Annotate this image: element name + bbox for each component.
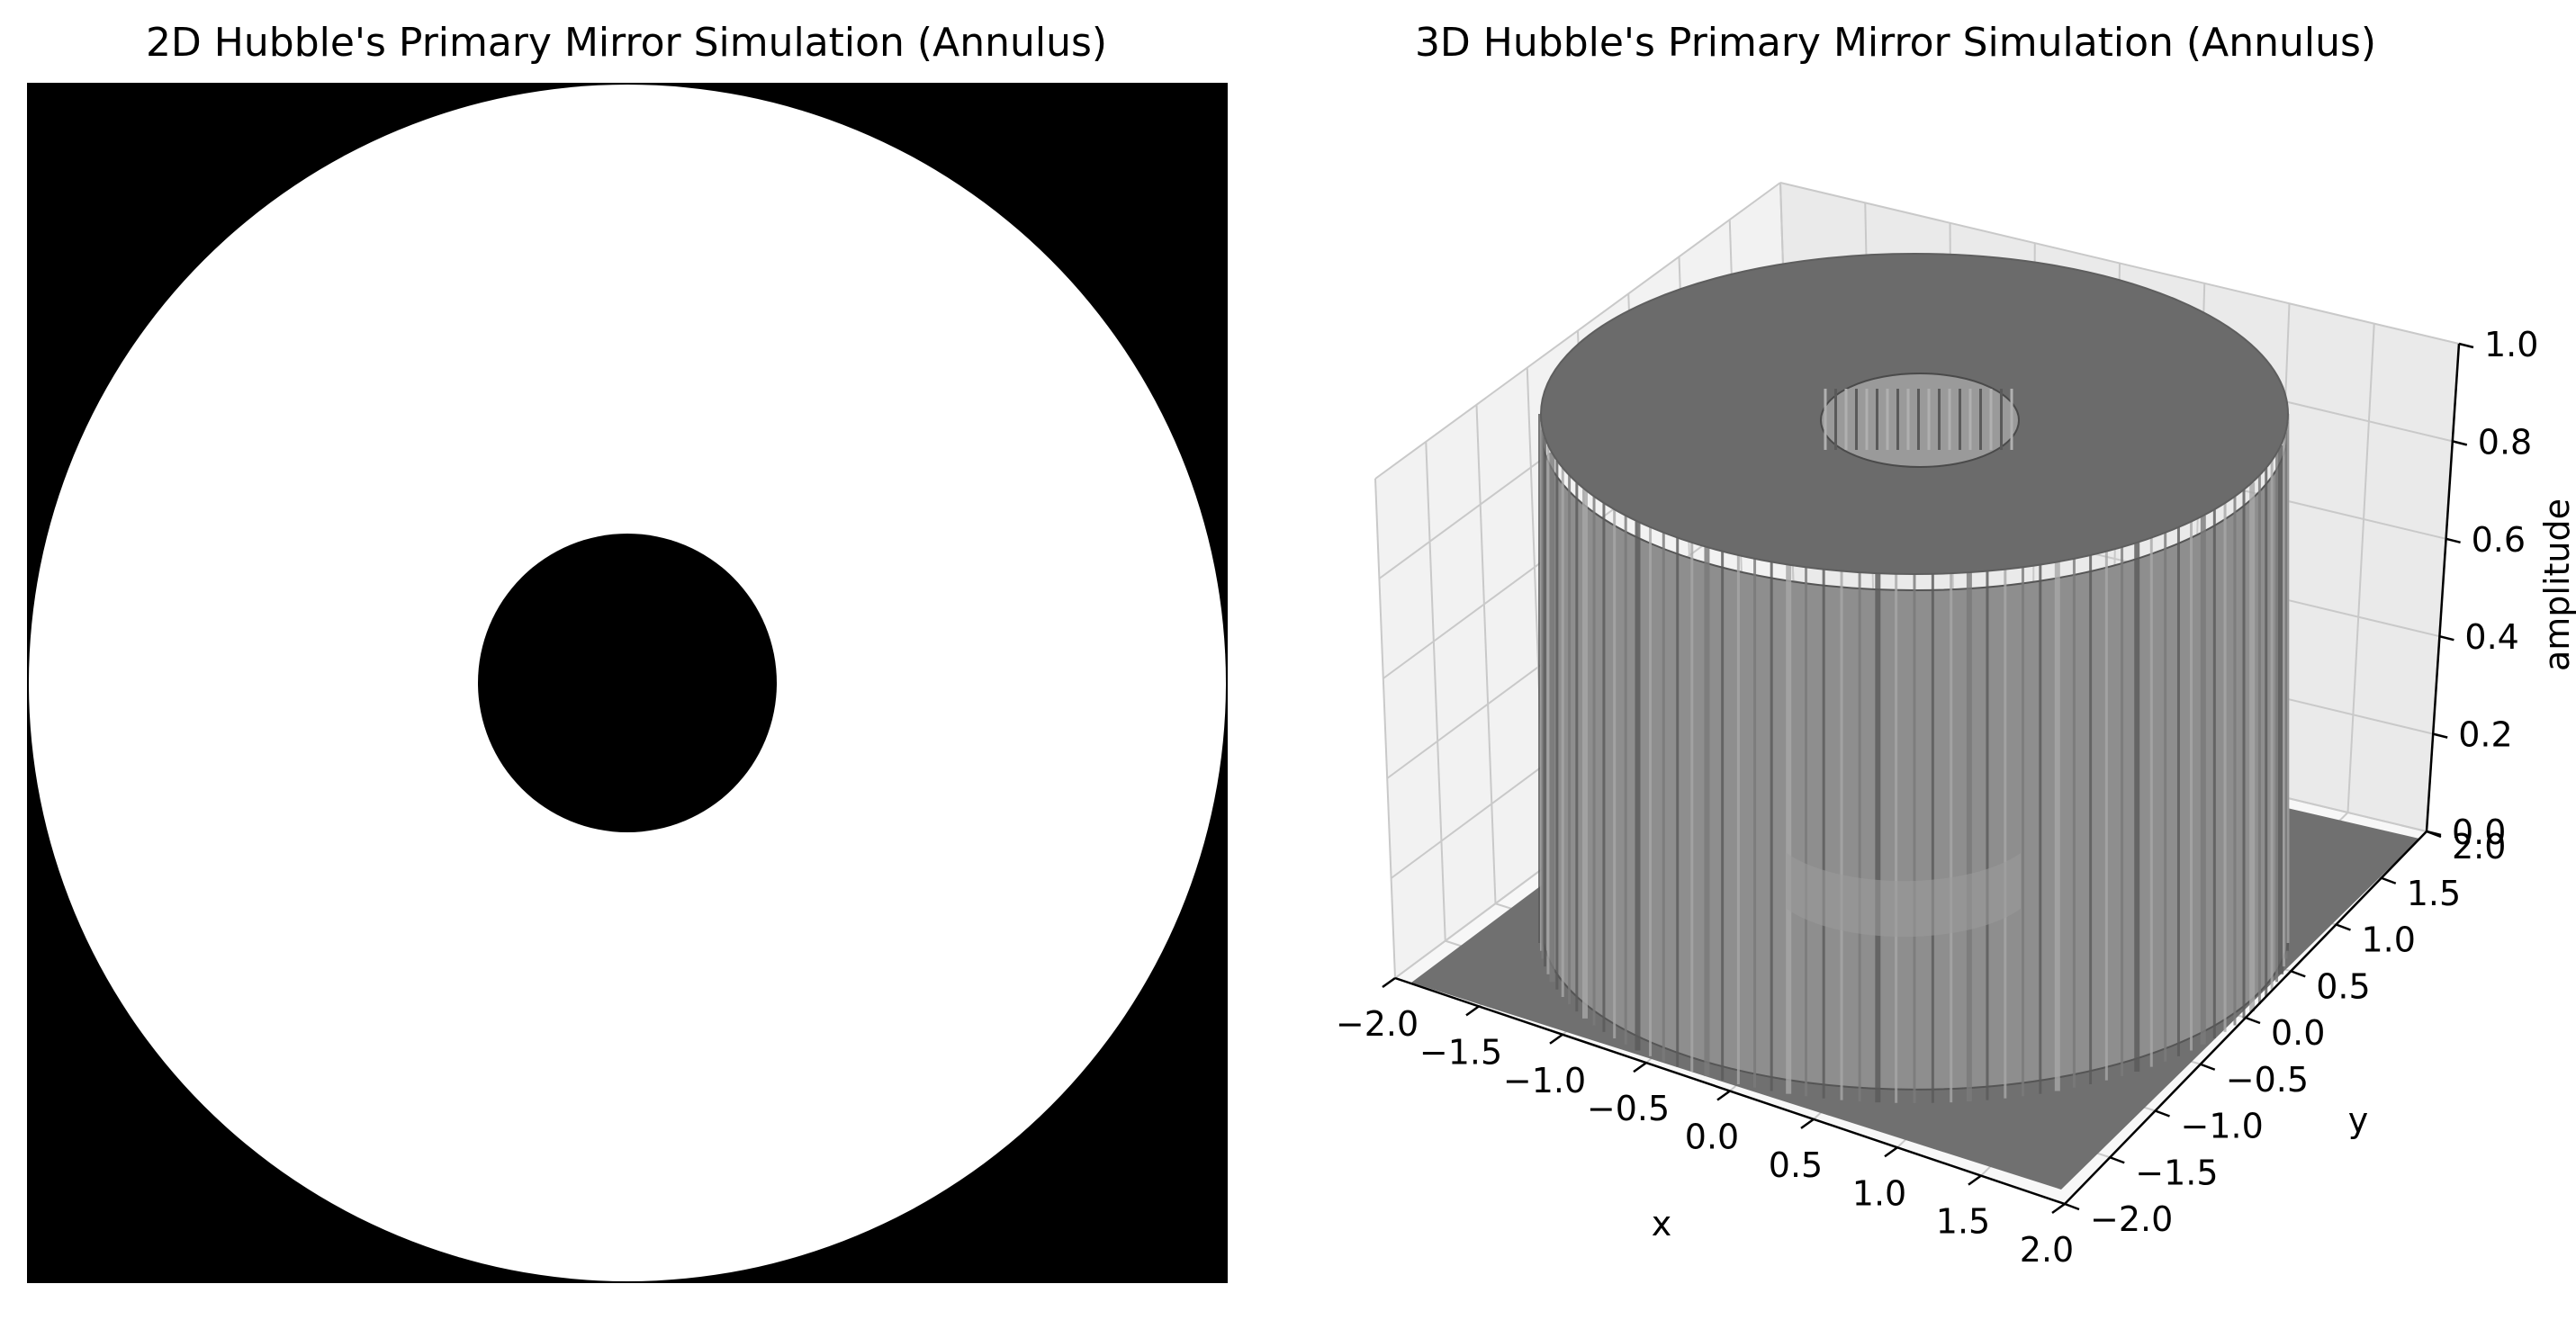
z-tick-mark-0: [2426, 830, 2442, 837]
x-tick-label-7: 1.5: [1936, 1202, 1990, 1242]
y-tick-label-2: −1.0: [2181, 1107, 2264, 1146]
z-tick-label-3: 0.6: [2472, 520, 2526, 560]
y-tick-mark-0: [2064, 1202, 2080, 1211]
x-tick-mark-5: [1800, 1118, 1815, 1129]
z-axis-line: [2425, 343, 2461, 832]
hole-stripes: [1824, 389, 2013, 450]
x-tick-label-3: −0.5: [1587, 1089, 1670, 1128]
grid-y-wall-0: [1374, 478, 1396, 979]
title-2d: 2D Hubble's Primary Mirror Simulation (A…: [146, 20, 1107, 66]
y-tick-label-1: −1.5: [2135, 1153, 2218, 1192]
y-tick-label-8: 2.0: [2452, 827, 2506, 867]
y-tick-mark-4: [2245, 1016, 2261, 1025]
z-tick-label-0: 0.0: [2452, 813, 2506, 852]
title-3d: 3D Hubble's Primary Mirror Simulation (A…: [1415, 20, 2376, 66]
panel-2d: 2D Hubble's Primary Mirror Simulation (A…: [27, 20, 1228, 1283]
y-tick-mark-1: [2109, 1156, 2125, 1164]
x-tick-mark-6: [1884, 1146, 1898, 1158]
y-tick-mark-5: [2290, 970, 2306, 978]
grid-y-wall-2: [1475, 404, 1497, 904]
x-tick-label-6: 1.0: [1852, 1173, 1906, 1213]
panel-3d: 3D Hubble's Primary Mirror Simulation (A…: [1336, 20, 2576, 1270]
y-tick-label-4: 0.0: [2271, 1013, 2325, 1053]
z-tick-mark-2: [2439, 634, 2454, 642]
x-ticks: −2.0−1.5−1.0−0.5 0.0 0.5 1.0 1.5 2.0: [1336, 976, 2074, 1270]
annulus-inner-hole: [478, 534, 777, 832]
inner-floor-glimpse: [1787, 853, 2021, 938]
y-tick-label-7: 1.5: [2407, 874, 2461, 913]
y-tick-mark-6: [2336, 923, 2351, 931]
y-axis-label: y: [2348, 1100, 2369, 1140]
x-tick-label-8: 2.0: [2020, 1230, 2074, 1270]
x-tick-mark-7: [1968, 1174, 1982, 1186]
z-tick-mark-1: [2432, 732, 2448, 739]
z-tick-label-1: 0.2: [2458, 715, 2512, 755]
z-ticks: 0.0 0.2 0.4 0.6 0.8 1.0: [2426, 325, 2538, 852]
x-tick-mark-0: [1382, 976, 1396, 989]
wall-stripes: [1538, 414, 2290, 1103]
grid-z-left-5: [1374, 182, 1781, 480]
z-tick-label-5: 1.0: [2484, 325, 2538, 364]
z-tick-label-2: 0.4: [2464, 617, 2518, 657]
x-tick-mark-4: [1716, 1090, 1731, 1101]
z-tick-mark-5: [2458, 342, 2474, 349]
x-tick-mark-3: [1633, 1062, 1647, 1073]
x-tick-mark-1: [1465, 1005, 1480, 1017]
z-axis-label: amplitude: [2537, 498, 2576, 671]
y-tick-label-5: 0.5: [2316, 966, 2370, 1006]
x-tick-label-1: −1.5: [1419, 1032, 1502, 1072]
y-tick-label-0: −2.0: [2090, 1199, 2173, 1239]
grid-y-wall-1: [1425, 441, 1446, 941]
y-tick-label-6: 1.0: [2362, 920, 2416, 960]
grid-z-right-5: [1779, 182, 2460, 345]
x-tick-mark-2: [1549, 1033, 1563, 1045]
y-tick-mark-7: [2381, 876, 2397, 885]
x-tick-mark-8: [2051, 1202, 2066, 1215]
x-tick-label-5: 0.5: [1769, 1145, 1823, 1185]
y-tick-mark-3: [2200, 1063, 2216, 1071]
grid-x-wall-7: [2346, 323, 2375, 813]
z-tick-label-4: 0.8: [2478, 422, 2532, 462]
y-ticks: −2.0 −1.5 −1.0 −0.5 0.0 0.5 1.0 1.5 2.0: [2064, 827, 2506, 1239]
x-tick-label-0: −2.0: [1336, 1004, 1419, 1044]
x-tick-label-4: 0.0: [1685, 1118, 1739, 1157]
x-tick-label-2: −1.0: [1503, 1061, 1586, 1100]
z-tick-mark-4: [2452, 440, 2468, 446]
y-tick-label-3: −0.5: [2226, 1060, 2309, 1100]
y-tick-mark-2: [2155, 1109, 2170, 1118]
z-tick-mark-3: [2445, 537, 2461, 544]
x-axis-label: x: [1652, 1204, 1672, 1244]
